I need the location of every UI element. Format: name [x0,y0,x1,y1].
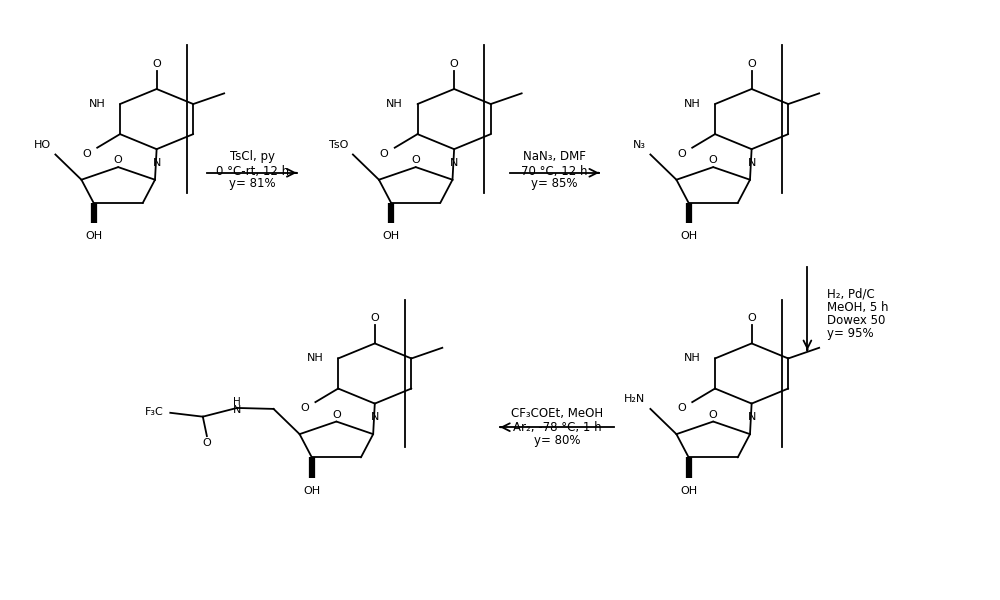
Text: NH: NH [307,353,324,364]
Text: O: O [677,149,686,159]
Text: 70 °C, 12 h: 70 °C, 12 h [521,164,588,178]
Text: y= 81%: y= 81% [229,177,275,190]
Text: O: O [450,59,458,69]
Text: OH: OH [383,231,400,241]
Text: O: O [747,59,756,69]
Text: HO: HO [33,140,51,150]
Text: NH: NH [684,99,700,109]
Text: O: O [709,155,718,166]
Text: F₃C: F₃C [145,407,164,417]
Text: y= 80%: y= 80% [534,434,581,447]
Text: y= 85%: y= 85% [531,177,578,190]
Text: N₃: N₃ [633,140,646,150]
Text: O: O [114,155,123,166]
Text: O: O [370,313,379,323]
Text: N: N [747,158,756,168]
Text: MeOH, 5 h: MeOH, 5 h [827,301,889,314]
Text: y= 95%: y= 95% [827,326,874,340]
Text: NH: NH [684,353,700,364]
Text: O: O [203,438,211,448]
Text: TsCl, py: TsCl, py [230,151,275,163]
Text: NH: NH [89,99,105,109]
Text: O: O [82,149,91,159]
Text: N: N [371,412,379,422]
Text: TsO: TsO [329,140,348,150]
Text: N: N [450,158,458,168]
Text: CF₃COEt, MeOH: CF₃COEt, MeOH [511,407,604,420]
Text: OH: OH [680,485,697,496]
Text: O: O [380,149,389,159]
Text: H: H [233,397,241,407]
Text: N: N [233,406,241,415]
Text: Dowex 50: Dowex 50 [827,314,886,326]
Text: OH: OH [303,485,320,496]
Text: NaN₃, DMF: NaN₃, DMF [523,151,586,163]
Text: O: O [747,313,756,323]
Text: NH: NH [386,99,403,109]
Text: H₂, Pd/C: H₂, Pd/C [827,287,875,301]
Text: OH: OH [680,231,697,241]
Text: N: N [747,412,756,422]
Text: O: O [677,403,686,413]
Text: H₂N: H₂N [624,394,646,404]
Text: O: O [411,155,420,166]
Text: 0 °C-rt, 12 h: 0 °C-rt, 12 h [216,164,289,178]
Text: O: O [300,403,309,413]
Text: Ar₂, -78 °C, 1 h: Ar₂, -78 °C, 1 h [513,421,602,434]
Text: O: O [152,59,161,69]
Text: O: O [332,410,341,420]
Text: O: O [709,410,718,420]
Text: OH: OH [85,231,102,241]
Text: N: N [152,158,161,168]
